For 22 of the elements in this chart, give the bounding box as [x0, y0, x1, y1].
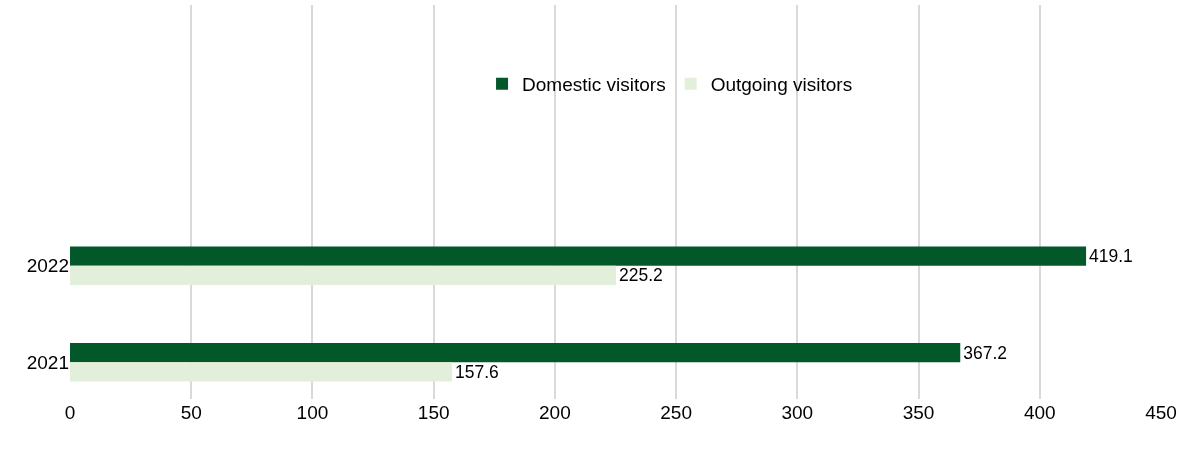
- y-tick-label: 2021: [26, 351, 69, 373]
- x-tick-label: 450: [1145, 402, 1177, 423]
- legend-label: Domestic visitors: [522, 74, 666, 96]
- x-tick-label: 200: [539, 402, 571, 423]
- x-tick-label: 300: [781, 402, 814, 423]
- x-tick-label: 50: [180, 402, 202, 423]
- data-label: 419.1: [1089, 246, 1133, 267]
- data-label: 157.6: [455, 361, 499, 382]
- x-tick-label: 400: [1023, 402, 1056, 423]
- data-label: 367.2: [963, 342, 1007, 363]
- bar: [70, 362, 453, 382]
- x-tick-label: 150: [417, 402, 450, 423]
- bar: [70, 246, 1087, 266]
- bar: [70, 342, 961, 363]
- x-tick-label: 0: [64, 402, 76, 423]
- data-label: 225.2: [618, 265, 663, 286]
- x-tick-label: 100: [296, 402, 329, 423]
- legend-label: Outgoing visitors: [710, 74, 853, 96]
- x-tick-label: 350: [902, 402, 935, 423]
- bar: [70, 265, 616, 286]
- y-tick-label: 2022: [26, 255, 69, 277]
- x-tick-label: 250: [660, 402, 692, 423]
